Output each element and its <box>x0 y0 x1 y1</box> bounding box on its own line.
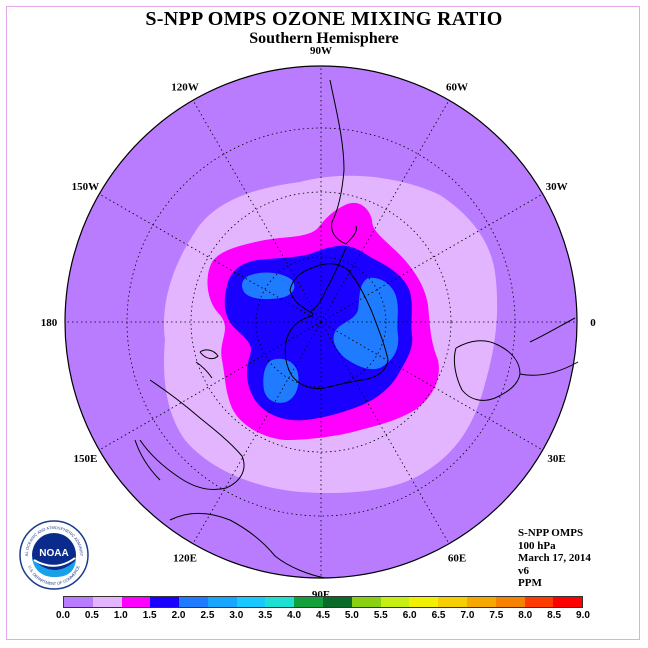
colorbar-segment <box>351 597 381 607</box>
coastline-south-america <box>329 79 357 245</box>
info-instrument: S-NPP OMPS <box>518 527 584 539</box>
colorbar-segment <box>323 597 352 607</box>
colorbar-tick-label: 6.5 <box>431 610 446 621</box>
colorbar-tick-label: 8.0 <box>518 610 533 621</box>
colorbar-segment <box>553 597 583 607</box>
colorbar-tick-label: 0.0 <box>56 610 70 621</box>
map-subtitle: Southern Hemisphere <box>249 30 399 47</box>
colorbar-tick-label: 8.5 <box>547 610 562 621</box>
colorbar-segment <box>207 597 237 607</box>
longitude-label: 0 <box>590 317 596 329</box>
colorbar-tick-label: 2.5 <box>200 610 215 621</box>
colorbar-tick-label: 5.5 <box>373 610 388 621</box>
colorbar-tick-label: 5.0 <box>344 610 359 621</box>
colorbar-segment <box>438 597 467 607</box>
colorbar-segment <box>409 597 439 607</box>
noaa-logo-text: NOAA <box>39 548 68 559</box>
coastline-indonesia <box>169 512 326 579</box>
longitude-label: 60E <box>448 553 466 565</box>
longitude-label: 180 <box>41 317 58 329</box>
coastline-africa <box>453 340 521 401</box>
coastline-australia <box>139 379 245 491</box>
coastline-antarctica <box>284 263 389 389</box>
colorbar-segment <box>64 597 93 607</box>
colorbar-tick-label: 1.0 <box>113 610 128 621</box>
info-version: v6 <box>518 564 529 577</box>
longitude-label: 60W <box>446 81 468 93</box>
colorbar-tick-label: 1.5 <box>142 610 157 621</box>
colorbar-segment <box>524 597 554 607</box>
coastlines <box>134 79 579 579</box>
longitude-label: 120E <box>173 553 197 565</box>
info-units: PPM <box>518 577 542 589</box>
figure-frame <box>6 6 640 640</box>
colorbar-tick-label: 4.5 <box>316 610 330 621</box>
colorbar-tick-label: 3.5 <box>258 610 273 621</box>
field-patch-2.0-2.5 <box>263 358 299 403</box>
longitude-label: 120W <box>171 81 199 93</box>
field-patch-2.0-2.5 <box>333 277 399 370</box>
colorbar <box>63 596 583 608</box>
map-border <box>64 65 578 579</box>
colorbar-tick-label: 3.0 <box>229 610 244 621</box>
colorbar-segment <box>179 597 208 607</box>
coastline-antarctic-peninsula <box>309 247 347 313</box>
colorbar-tick-label: 6.0 <box>402 610 417 621</box>
colorbar-tick-label: 4.0 <box>287 610 302 621</box>
longitude-label: 90W <box>310 45 332 57</box>
colorbar-tick-label: 2.0 <box>171 610 186 621</box>
info-date: March 17, 2014 <box>518 552 591 564</box>
info-level: 100 hPa <box>518 539 556 552</box>
colorbar-segment <box>466 597 496 607</box>
colorbar-segment <box>92 597 122 607</box>
longitude-label: 30W <box>546 181 568 193</box>
colorbar-segment <box>121 597 151 607</box>
map-title: S-NPP OMPS OZONE MIXING RATIO <box>145 8 503 30</box>
colorbar-tick-label: 7.5 <box>489 610 504 621</box>
colorbar-tick-label: 0.5 <box>84 610 99 621</box>
colorbar-segment <box>236 597 266 607</box>
info-block: S-NPP OMPS 100 hPa March 17, 2014 v6 PPM <box>518 527 591 590</box>
longitude-label: 150E <box>73 453 97 465</box>
colorbar-segment <box>294 597 324 607</box>
colorbar-segment <box>380 597 410 607</box>
colorbar-segment <box>265 597 295 607</box>
longitude-label: 150W <box>72 181 100 193</box>
colorbar-tick-label: 9.0 <box>576 610 590 621</box>
longitude-label: 30E <box>547 453 565 465</box>
colorbar-segment <box>150 597 180 607</box>
coastline-new-zealand <box>199 349 219 360</box>
field-patch-2.0-2.5 <box>241 272 295 300</box>
noaa-logo: NOAA NATIONAL OCEANIC AND ATMOSPHERIC AD… <box>19 520 89 590</box>
colorbar-tick-label: 7.0 <box>460 610 475 621</box>
colorbar-segment <box>495 597 525 607</box>
colorbar-ticks: 0.0 0.5 1.0 1.5 2.0 2.5 3.0 3.5 4.0 4.5 5.0 5.5 6.0 6… <box>0 610 648 624</box>
